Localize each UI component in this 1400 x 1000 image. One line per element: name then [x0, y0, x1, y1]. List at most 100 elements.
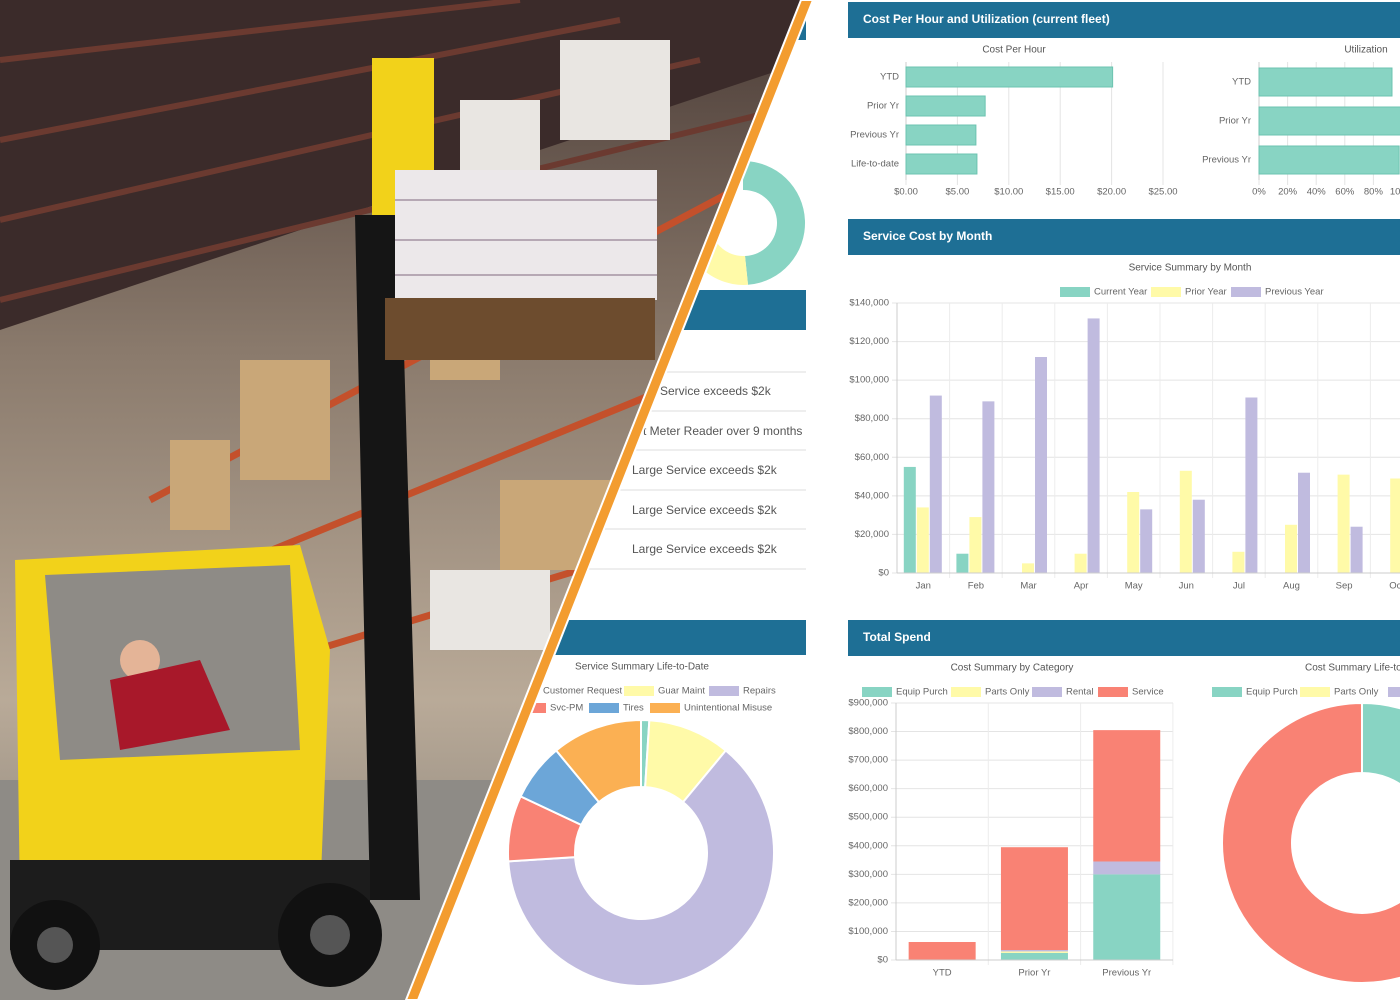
panel-title: Total Spend — [863, 630, 931, 644]
bar — [905, 124, 977, 146]
y-tick-label: $100,000 — [849, 375, 889, 386]
donut-slice — [1361, 701, 1400, 851]
legend-label: Parts Only — [1334, 687, 1379, 698]
bar — [1337, 474, 1350, 573]
legend-label: Guar Maint — [658, 686, 705, 697]
x-tick-label: 80% — [1364, 187, 1384, 198]
bar-segment — [1000, 847, 1068, 951]
x-tick-label: Sep — [1336, 581, 1353, 592]
bar — [905, 66, 1114, 88]
legend-label: Previous Year — [1265, 287, 1324, 298]
y-tick-label: $60,000 — [855, 452, 889, 463]
legend-swatch — [709, 686, 739, 696]
alert-item: Large Service exceeds $2k — [632, 542, 778, 556]
legend-label: Prior Year — [1185, 287, 1227, 298]
alert-item: e Service exceeds $2k — [650, 384, 772, 398]
donut-fragment — [743, 161, 806, 285]
bar — [1390, 478, 1400, 573]
divider-stripe — [404, 0, 815, 1000]
bar — [1350, 526, 1363, 573]
bar-segment — [1000, 950, 1068, 952]
y-tick-label: $900,000 — [848, 698, 888, 709]
legend-swatch — [862, 687, 892, 697]
legend-swatch — [1060, 287, 1090, 297]
bar — [956, 553, 969, 573]
legend-swatch — [1032, 687, 1062, 697]
y-tick-label: $400,000 — [848, 840, 888, 851]
y-tick-label: Prior Yr — [1219, 116, 1251, 127]
x-tick-label: Aug — [1283, 581, 1300, 592]
legend-label: Current Year — [1094, 287, 1147, 298]
y-tick-label: $500,000 — [848, 812, 888, 823]
panel-header-bar — [848, 219, 1400, 255]
x-tick-label: 40% — [1307, 187, 1327, 198]
legend-label: Equip Purch — [1246, 687, 1298, 698]
legend-swatch — [650, 703, 680, 713]
x-tick-label: $15.00 — [1046, 187, 1075, 198]
y-tick-label: $200,000 — [848, 897, 888, 908]
x-tick-label: Apr — [1074, 581, 1089, 592]
y-tick-label: $100,000 — [848, 926, 888, 937]
donut-slice — [1221, 701, 1400, 984]
legend-label: Customer Request — [543, 686, 623, 697]
legend-swatch — [624, 686, 654, 696]
bar — [1035, 357, 1047, 573]
chart-title: Cost Summary by Category — [951, 663, 1074, 674]
chart-title: Service Summary Life-to-Date — [575, 662, 709, 673]
y-tick-label: $140,000 — [849, 298, 889, 309]
panel-title: Cost Per Hour and Utilization (current f… — [863, 12, 1110, 26]
y-tick-label: $80,000 — [855, 413, 889, 424]
legend-swatch — [951, 687, 981, 697]
bar-segment — [1000, 952, 1068, 960]
chart-title: Cost Summary Life-to-date — [1305, 663, 1400, 674]
bar — [1245, 397, 1258, 573]
x-tick-label: $5.00 — [946, 187, 970, 198]
y-tick-label: $0 — [878, 568, 889, 579]
alert-item: st Meter Reader over 9 months — [637, 424, 802, 438]
legend-swatch — [1098, 687, 1128, 697]
x-tick-label: Jan — [916, 581, 931, 592]
y-tick-label: $40,000 — [855, 490, 889, 501]
x-tick-label: 0% — [1252, 187, 1266, 198]
bar — [1258, 67, 1393, 97]
y-tick-label: $800,000 — [848, 726, 888, 737]
bar — [916, 507, 929, 573]
bar — [905, 95, 986, 117]
legend-swatch — [1151, 287, 1181, 297]
y-tick-label: $120,000 — [849, 336, 889, 347]
legend-label: Equip Purch — [896, 687, 948, 698]
panel-title: Service Cost by Month — [863, 229, 992, 243]
bar — [1140, 509, 1153, 573]
y-tick-label: Previous Yr — [1202, 155, 1251, 166]
legend-swatch — [589, 703, 619, 713]
chart-title: Service Summary by Month — [1129, 263, 1252, 274]
y-tick-label: YTD — [1232, 77, 1251, 88]
legend-label: Repairs — [743, 686, 776, 697]
legend-swatch — [1231, 287, 1261, 297]
chart-title: Utilization — [1344, 45, 1387, 56]
alert-item: Large Service exceeds $2k — [632, 463, 778, 477]
x-tick-label: $20.00 — [1097, 187, 1126, 198]
bar — [1179, 470, 1192, 573]
bar-segment — [1093, 874, 1161, 960]
y-tick-label: $20,000 — [855, 529, 889, 540]
panel-header-bar — [848, 2, 1400, 38]
legend-label: Parts Only — [985, 687, 1030, 698]
x-tick-label: YTD — [933, 968, 952, 979]
legend-swatch — [1212, 687, 1242, 697]
x-tick-label: May — [1125, 581, 1143, 592]
bar-segment — [908, 942, 976, 960]
bar — [903, 466, 916, 573]
bar — [1087, 318, 1100, 573]
chart-title: Cost Per Hour — [982, 45, 1046, 56]
legend-label: Svc-PM — [550, 703, 583, 714]
x-tick-label: Jun — [1179, 581, 1194, 592]
x-tick-label: Mar — [1020, 581, 1036, 592]
legend-label: Rental — [1066, 687, 1093, 698]
y-tick-label: $600,000 — [848, 783, 888, 794]
bar — [982, 401, 995, 573]
bar-segment — [1093, 730, 1161, 862]
bar — [1074, 553, 1087, 573]
bar-segment — [1093, 861, 1161, 875]
